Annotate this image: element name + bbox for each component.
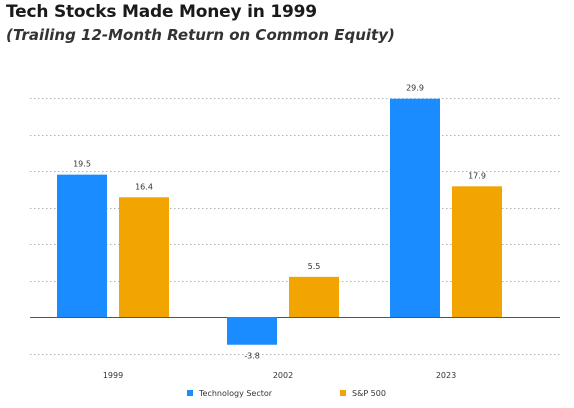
data-label: 5.5 [308,262,321,271]
data-label: 29.9 [406,84,424,93]
legend: Technology Sector S&P 500 [187,389,386,398]
data-label: -3.8 [244,352,260,361]
bar-technology-sector-2023 [390,98,440,317]
data-labels: 19.5 16.4 -3.8 5.5 29.9 17.9 [73,84,486,361]
x-axis: 1999 2002 2023 [103,371,456,380]
x-tick-label: 2002 [273,371,293,380]
legend-label-technology-sector: Technology Sector [198,389,273,398]
bars [57,98,502,345]
bar-technology-sector-2002 [227,317,277,345]
chart-subtitle: (Trailing 12-Month Return on Common Equi… [6,26,395,44]
x-tick-label: 1999 [103,371,123,380]
bar-technology-sector-1999 [57,174,107,317]
legend-label-s-p-500: S&P 500 [352,389,386,398]
x-tick-label: 2023 [436,371,456,380]
bar-s-p-500-2023 [452,186,502,317]
legend-swatch-technology-sector [187,390,193,396]
legend-swatch-s-p-500 [340,390,346,396]
data-label: 17.9 [468,171,486,180]
chart-title: Tech Stocks Made Money in 1999 [6,2,317,22]
bar-s-p-500-2002 [289,276,339,317]
data-label: 16.4 [135,182,153,191]
data-label: 19.5 [73,160,91,169]
bar-s-p-500-1999 [119,197,169,317]
